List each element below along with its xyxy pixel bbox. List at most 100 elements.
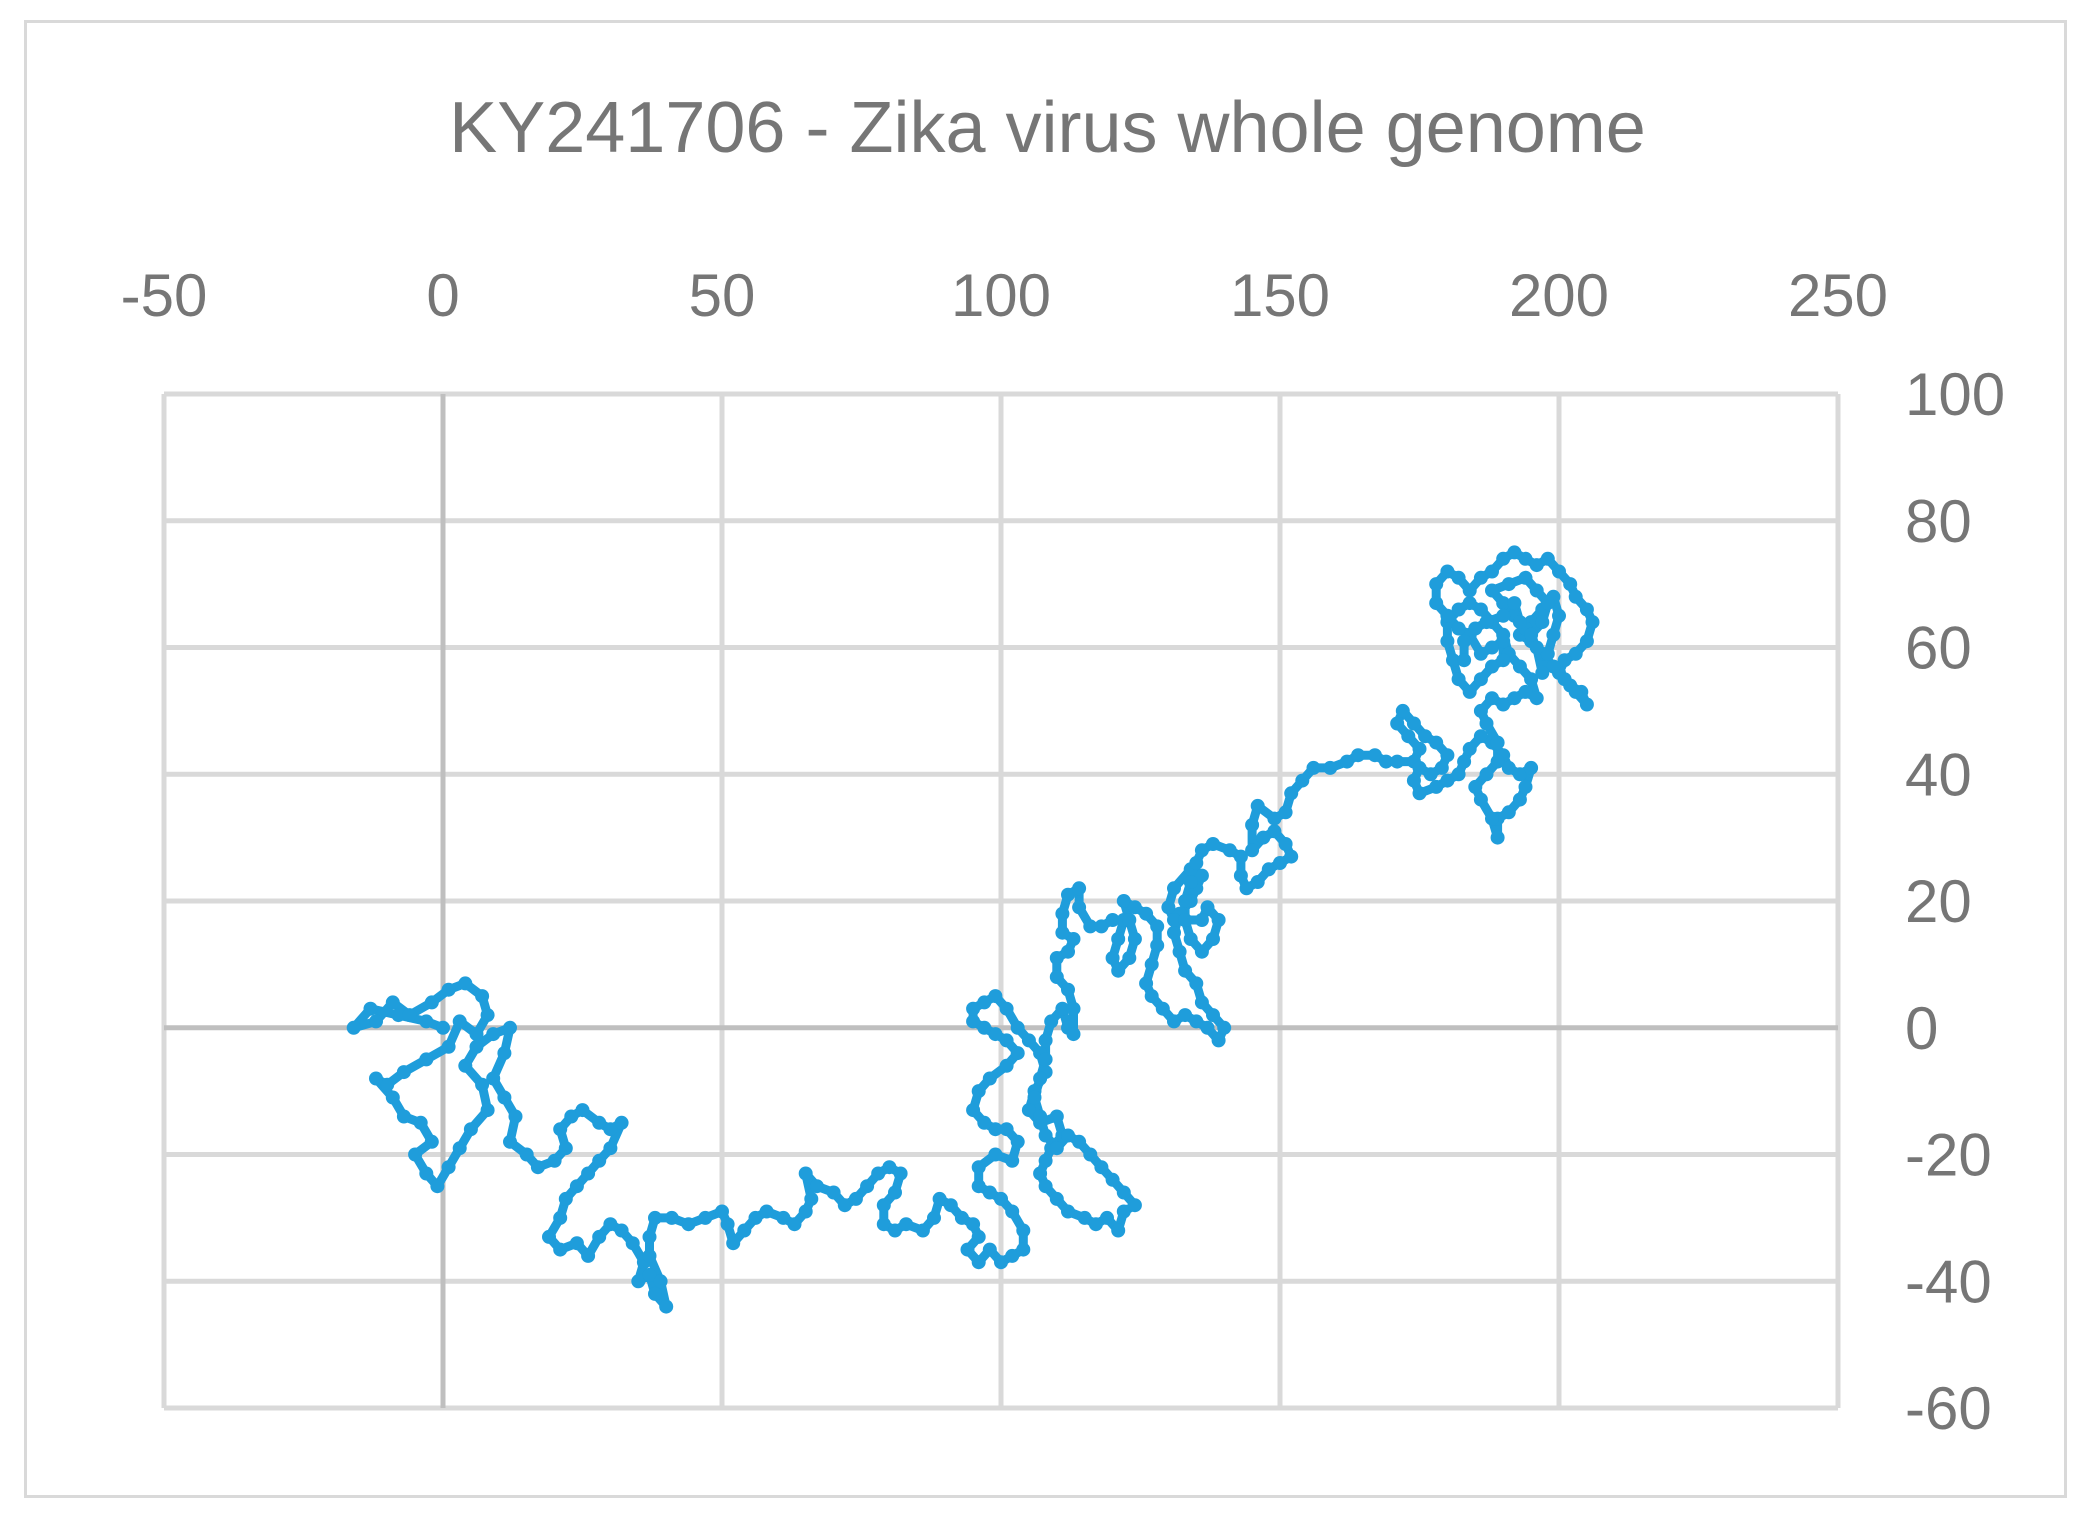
data-point [826, 1185, 841, 1200]
data-point [497, 1046, 512, 1061]
y-tick-label: 100 [1905, 361, 2005, 428]
data-point [1540, 596, 1555, 611]
data-point [1083, 1147, 1098, 1162]
data-point [1072, 1134, 1087, 1149]
data-point [1033, 1071, 1048, 1086]
x-tick-label: 250 [1788, 262, 1888, 329]
data-point [1189, 1014, 1204, 1029]
y-tick-label: -40 [1905, 1248, 1992, 1315]
data-point [971, 1229, 986, 1244]
data-point [982, 1185, 997, 1200]
data-point [1323, 760, 1338, 775]
data-point [346, 1020, 361, 1035]
data-point [1412, 786, 1427, 801]
data-point [1557, 653, 1572, 668]
data-point [1485, 583, 1499, 598]
data-point [876, 1198, 891, 1213]
data-point [1462, 596, 1477, 611]
data-point [402, 1008, 417, 1023]
data-point [1496, 634, 1511, 649]
data-point [553, 1122, 568, 1137]
data-point [575, 1103, 590, 1118]
data-point [642, 1248, 657, 1263]
data-point [441, 982, 456, 997]
data-point [1479, 767, 1494, 782]
data-point [871, 1166, 886, 1181]
data-point [1579, 634, 1594, 649]
data-point [1390, 754, 1405, 769]
data-point [1518, 551, 1533, 566]
data-point [1094, 1160, 1109, 1175]
data-point [1038, 1052, 1053, 1067]
data-point [642, 1229, 657, 1244]
data-point [1490, 735, 1505, 750]
data-point [458, 976, 473, 991]
data-point [1367, 748, 1382, 763]
data-point [1451, 621, 1466, 636]
data-point [653, 1274, 668, 1289]
data-point [966, 1103, 981, 1118]
data-point [1150, 938, 1165, 953]
data-point [424, 1134, 439, 1149]
data-point [1406, 716, 1421, 731]
data-point [1579, 697, 1594, 712]
data-point [1512, 659, 1527, 674]
data-point [804, 1191, 819, 1206]
data-point [1278, 837, 1293, 851]
data-point [1451, 602, 1466, 617]
data-point [1490, 754, 1505, 769]
data-point [480, 1008, 495, 1023]
y-tick-label: 40 [1905, 741, 1972, 808]
data-point [1496, 608, 1511, 623]
chart-area [24, 20, 2067, 1498]
data-point [1468, 621, 1483, 636]
data-point [1183, 932, 1198, 946]
data-point [553, 1242, 568, 1257]
data-point [982, 1071, 997, 1086]
data-point [1518, 684, 1533, 699]
data-point [1579, 602, 1594, 617]
data-point [1167, 925, 1181, 940]
data-point [503, 1134, 517, 1149]
data-point [1552, 564, 1566, 579]
data-point [1429, 577, 1444, 592]
data-point [1233, 868, 1248, 883]
data-point [927, 1210, 941, 1225]
data-point [776, 1210, 791, 1225]
data-point [999, 1058, 1014, 1073]
data-point [759, 1204, 774, 1219]
data-point [642, 1267, 657, 1282]
data-point [436, 1020, 450, 1035]
data-point [1451, 767, 1466, 782]
data-point [1524, 627, 1539, 642]
data-point [1127, 1198, 1142, 1213]
data-point [1295, 773, 1310, 788]
data-point [1172, 944, 1187, 959]
data-point [982, 1242, 997, 1257]
data-point [1501, 805, 1516, 820]
data-point [469, 1027, 484, 1042]
data-point [369, 1014, 383, 1029]
data-point [1144, 989, 1159, 1004]
data-point [899, 1217, 914, 1232]
data-point [1473, 792, 1488, 807]
data-point [458, 1058, 473, 1073]
data-point [424, 995, 439, 1010]
data-point [1412, 760, 1427, 775]
data-point [1222, 843, 1237, 858]
data-point [1429, 735, 1444, 750]
data-point [1406, 773, 1421, 788]
data-point [1473, 570, 1488, 585]
data-point [1105, 951, 1120, 965]
data-point [720, 1217, 735, 1232]
data-point [1512, 615, 1527, 630]
data-point [1211, 1033, 1226, 1048]
data-point [1267, 824, 1282, 839]
data-point [1507, 545, 1522, 560]
data-point [798, 1204, 813, 1219]
data-point [1033, 1109, 1048, 1124]
data-point [659, 1299, 674, 1314]
data-point [932, 1191, 947, 1206]
data-point [999, 1001, 1014, 1016]
data-point [1105, 913, 1120, 927]
